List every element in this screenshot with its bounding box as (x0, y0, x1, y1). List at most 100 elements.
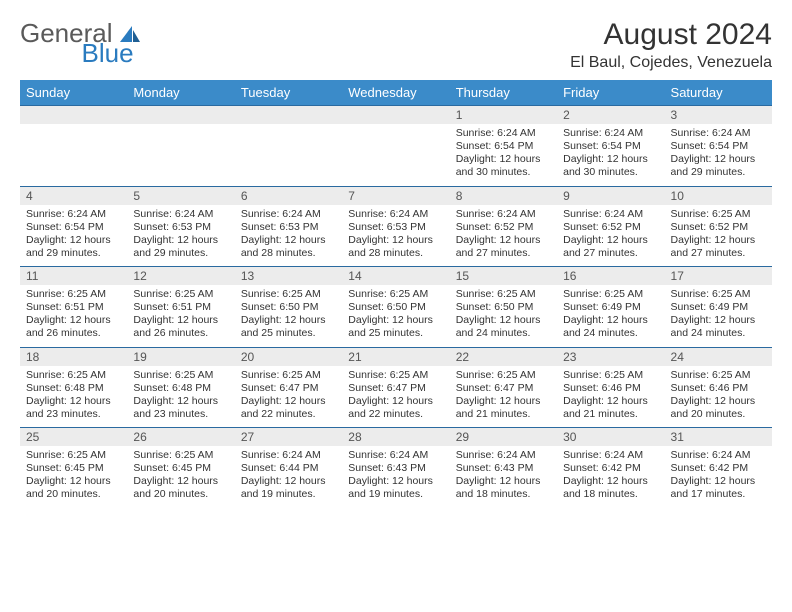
calendar-cell: 17Sunrise: 6:25 AMSunset: 6:49 PMDayligh… (665, 267, 772, 348)
day-line: Daylight: 12 hours and 26 minutes. (26, 314, 121, 340)
day-line: Sunset: 6:42 PM (563, 462, 658, 475)
day-line: Daylight: 12 hours and 27 minutes. (563, 234, 658, 260)
calendar-cell: 23Sunrise: 6:25 AMSunset: 6:46 PMDayligh… (557, 347, 664, 428)
day-line: Daylight: 12 hours and 24 minutes. (563, 314, 658, 340)
day-line: Sunrise: 6:25 AM (456, 369, 551, 382)
day-body: Sunrise: 6:25 AMSunset: 6:52 PMDaylight:… (665, 205, 772, 267)
day-line: Sunrise: 6:25 AM (133, 369, 228, 382)
calendar-cell: 10Sunrise: 6:25 AMSunset: 6:52 PMDayligh… (665, 186, 772, 267)
day-line: Sunrise: 6:24 AM (348, 208, 443, 221)
day-line: Sunset: 6:53 PM (348, 221, 443, 234)
day-line: Sunrise: 6:24 AM (456, 127, 551, 140)
day-line: Daylight: 12 hours and 20 minutes. (671, 395, 766, 421)
day-body: Sunrise: 6:25 AMSunset: 6:45 PMDaylight:… (20, 446, 127, 508)
day-number: . (342, 106, 449, 124)
day-line: Daylight: 12 hours and 23 minutes. (133, 395, 228, 421)
header: General Blue August 2024 El Baul, Cojede… (20, 18, 772, 72)
calendar-cell: 6Sunrise: 6:24 AMSunset: 6:53 PMDaylight… (235, 186, 342, 267)
day-line: Sunrise: 6:25 AM (26, 369, 121, 382)
day-line: Sunset: 6:48 PM (133, 382, 228, 395)
day-body: Sunrise: 6:25 AMSunset: 6:49 PMDaylight:… (665, 285, 772, 347)
day-line: Sunrise: 6:24 AM (563, 449, 658, 462)
day-header: Friday (557, 80, 664, 106)
day-body: Sunrise: 6:25 AMSunset: 6:46 PMDaylight:… (665, 366, 772, 428)
day-line: Sunrise: 6:24 AM (26, 208, 121, 221)
day-header: Wednesday (342, 80, 449, 106)
day-number: 11 (20, 267, 127, 285)
day-body: Sunrise: 6:24 AMSunset: 6:53 PMDaylight:… (342, 205, 449, 267)
day-line: Sunset: 6:47 PM (241, 382, 336, 395)
day-number: 23 (557, 348, 664, 366)
day-number: 15 (450, 267, 557, 285)
day-line: Sunrise: 6:25 AM (671, 288, 766, 301)
calendar-cell: 13Sunrise: 6:25 AMSunset: 6:50 PMDayligh… (235, 267, 342, 348)
day-line: Daylight: 12 hours and 19 minutes. (241, 475, 336, 501)
calendar-cell: 3Sunrise: 6:24 AMSunset: 6:54 PMDaylight… (665, 106, 772, 187)
day-line: Sunset: 6:44 PM (241, 462, 336, 475)
day-line: Sunrise: 6:25 AM (348, 369, 443, 382)
day-number: 13 (235, 267, 342, 285)
day-number: 5 (127, 187, 234, 205)
day-line: Sunset: 6:50 PM (241, 301, 336, 314)
day-line: Sunrise: 6:24 AM (671, 449, 766, 462)
day-line: Sunset: 6:50 PM (348, 301, 443, 314)
day-number: . (20, 106, 127, 124)
day-number: 22 (450, 348, 557, 366)
day-line: Daylight: 12 hours and 21 minutes. (563, 395, 658, 421)
day-body: Sunrise: 6:25 AMSunset: 6:48 PMDaylight:… (127, 366, 234, 428)
day-line: Sunrise: 6:25 AM (241, 369, 336, 382)
day-number: 6 (235, 187, 342, 205)
day-line: Sunset: 6:53 PM (133, 221, 228, 234)
calendar-cell: . (235, 106, 342, 187)
location: El Baul, Cojedes, Venezuela (570, 54, 772, 72)
day-header: Monday (127, 80, 234, 106)
day-line: Sunset: 6:46 PM (563, 382, 658, 395)
calendar-week: ....1Sunrise: 6:24 AMSunset: 6:54 PMDayl… (20, 106, 772, 187)
day-number: 14 (342, 267, 449, 285)
day-number: 26 (127, 428, 234, 446)
day-line: Sunrise: 6:24 AM (563, 208, 658, 221)
day-line: Daylight: 12 hours and 23 minutes. (26, 395, 121, 421)
day-header: Tuesday (235, 80, 342, 106)
day-body: Sunrise: 6:24 AMSunset: 6:43 PMDaylight:… (342, 446, 449, 508)
day-body: Sunrise: 6:25 AMSunset: 6:47 PMDaylight:… (342, 366, 449, 428)
day-line: Sunrise: 6:24 AM (348, 449, 443, 462)
day-number: 2 (557, 106, 664, 124)
calendar-cell: 18Sunrise: 6:25 AMSunset: 6:48 PMDayligh… (20, 347, 127, 428)
month-title: August 2024 (570, 18, 772, 52)
day-line: Daylight: 12 hours and 24 minutes. (456, 314, 551, 340)
day-body: Sunrise: 6:24 AMSunset: 6:54 PMDaylight:… (557, 124, 664, 186)
day-line: Daylight: 12 hours and 25 minutes. (348, 314, 443, 340)
calendar-cell: 8Sunrise: 6:24 AMSunset: 6:52 PMDaylight… (450, 186, 557, 267)
day-line: Sunrise: 6:25 AM (671, 208, 766, 221)
day-line: Daylight: 12 hours and 20 minutes. (26, 475, 121, 501)
day-line: Daylight: 12 hours and 27 minutes. (456, 234, 551, 260)
day-line: Sunset: 6:46 PM (671, 382, 766, 395)
day-line: Sunrise: 6:24 AM (671, 127, 766, 140)
day-number: 27 (235, 428, 342, 446)
day-line: Sunset: 6:51 PM (26, 301, 121, 314)
day-header: Thursday (450, 80, 557, 106)
calendar-cell: 9Sunrise: 6:24 AMSunset: 6:52 PMDaylight… (557, 186, 664, 267)
day-number: 21 (342, 348, 449, 366)
calendar-cell: 4Sunrise: 6:24 AMSunset: 6:54 PMDaylight… (20, 186, 127, 267)
day-line: Sunrise: 6:25 AM (133, 288, 228, 301)
day-line: Sunrise: 6:25 AM (348, 288, 443, 301)
day-number: 28 (342, 428, 449, 446)
day-line: Daylight: 12 hours and 28 minutes. (348, 234, 443, 260)
day-body: Sunrise: 6:24 AMSunset: 6:52 PMDaylight:… (557, 205, 664, 267)
day-line: Sunrise: 6:24 AM (133, 208, 228, 221)
day-line: Sunset: 6:54 PM (26, 221, 121, 234)
day-line: Sunrise: 6:25 AM (456, 288, 551, 301)
day-number: 20 (235, 348, 342, 366)
day-line: Sunset: 6:47 PM (348, 382, 443, 395)
day-line: Sunset: 6:43 PM (456, 462, 551, 475)
day-line: Daylight: 12 hours and 22 minutes. (348, 395, 443, 421)
day-line: Sunset: 6:43 PM (348, 462, 443, 475)
day-line: Daylight: 12 hours and 20 minutes. (133, 475, 228, 501)
day-line: Sunrise: 6:24 AM (241, 208, 336, 221)
calendar-cell: . (342, 106, 449, 187)
day-number: 24 (665, 348, 772, 366)
calendar-cell: 29Sunrise: 6:24 AMSunset: 6:43 PMDayligh… (450, 428, 557, 508)
calendar-cell: 16Sunrise: 6:25 AMSunset: 6:49 PMDayligh… (557, 267, 664, 348)
